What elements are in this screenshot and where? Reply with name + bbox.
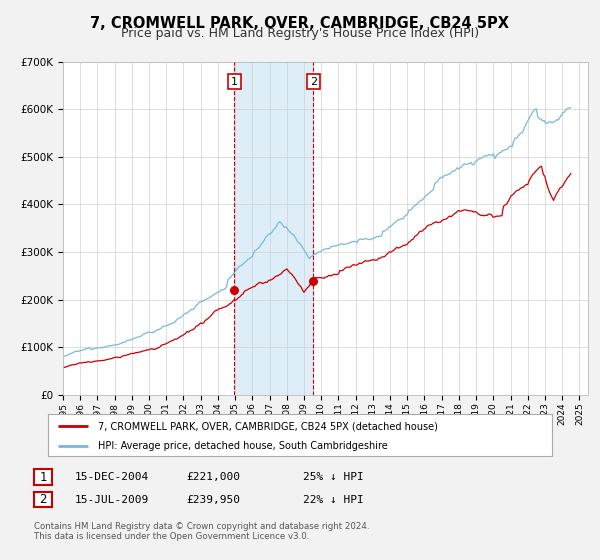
Text: £221,000: £221,000 [186,472,240,482]
Text: 25% ↓ HPI: 25% ↓ HPI [303,472,364,482]
Text: 1: 1 [40,470,47,484]
Text: Contains HM Land Registry data © Crown copyright and database right 2024.: Contains HM Land Registry data © Crown c… [34,522,370,531]
Text: This data is licensed under the Open Government Licence v3.0.: This data is licensed under the Open Gov… [34,532,310,541]
Text: £239,950: £239,950 [186,494,240,505]
Text: 22% ↓ HPI: 22% ↓ HPI [303,494,364,505]
Bar [235,62,313,395]
Text: HPI: Average price, detached house, South Cambridgeshire: HPI: Average price, detached house, Sout… [98,441,388,451]
Text: 2: 2 [310,77,317,87]
Text: 7, CROMWELL PARK, OVER, CAMBRIDGE, CB24 5PX: 7, CROMWELL PARK, OVER, CAMBRIDGE, CB24 … [91,16,509,31]
Text: 15-DEC-2004: 15-DEC-2004 [75,472,149,482]
Text: 2: 2 [40,493,47,506]
Text: Price paid vs. HM Land Registry's House Price Index (HPI): Price paid vs. HM Land Registry's House … [121,27,479,40]
Text: 15-JUL-2009: 15-JUL-2009 [75,494,149,505]
Text: 1: 1 [231,77,238,87]
Text: 7, CROMWELL PARK, OVER, CAMBRIDGE, CB24 5PX (detached house): 7, CROMWELL PARK, OVER, CAMBRIDGE, CB24 … [98,421,438,431]
